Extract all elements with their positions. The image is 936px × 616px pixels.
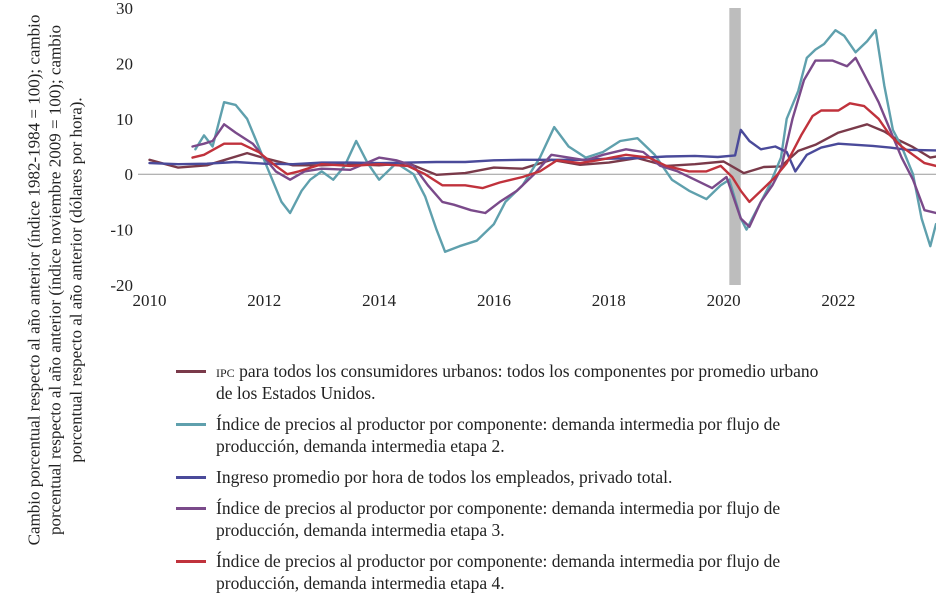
legend-item-ppi3: Índice de precios al productor por compo… [176, 497, 836, 541]
series-line-ahe [148, 128, 936, 173]
legend-label-ppi3: Índice de precios al productor por compo… [216, 498, 781, 540]
x-tick-labels: 2010 2012 2014 2016 2018 2020 2022 [132, 291, 855, 310]
legend-swatch-ppi3 [176, 507, 206, 510]
x-tick-label: 2018 [592, 291, 626, 310]
legend-item-ahe: Ingreso promedio por hora de todos los e… [176, 466, 836, 488]
y-tick-label: 0 [125, 165, 134, 184]
series-line-ppi3 [191, 56, 936, 228]
y-tick-label: 30 [116, 0, 133, 18]
legend-item-ppi2: Índice de precios al productor por compo… [176, 413, 836, 457]
y-tick-label: -10 [110, 221, 133, 240]
legend-swatch-cpi [176, 370, 206, 373]
series-line-ppi4 [191, 102, 936, 204]
legend-label-ppi4: Índice de precios al productor por compo… [216, 551, 781, 593]
legend-label-ppi2: Índice de precios al productor por compo… [216, 414, 781, 456]
y-tick-label: 10 [116, 110, 133, 129]
series-group [148, 29, 936, 253]
legend-abbrev-cpi: ipc [216, 361, 235, 381]
legend-label-ahe: Ingreso promedio por hora de todos los e… [216, 467, 673, 487]
x-tick-label: 2014 [362, 291, 397, 310]
series-line-ppi2 [194, 29, 936, 253]
series-line-cpi [148, 123, 936, 176]
y-tick-labels: 30 20 10 0 -10 -20 [110, 0, 133, 295]
legend-swatch-ppi2 [176, 423, 206, 426]
x-tick-label: 2010 [132, 291, 166, 310]
y-tick-label: 20 [116, 54, 133, 73]
legend-item-cpi: ipc para todos los consumidores urbanos:… [176, 360, 836, 404]
recession-band-group [729, 8, 741, 285]
y-axis-label: Cambio porcentual respecto al año anteri… [24, 14, 86, 546]
legend-swatch-ahe [176, 476, 206, 479]
legend: ipc para todos los consumidores urbanos:… [176, 360, 836, 603]
recession-band [729, 8, 741, 285]
x-tick-label: 2022 [821, 291, 855, 310]
x-tick-label: 2016 [477, 291, 511, 310]
y-tick-label: -20 [110, 276, 133, 295]
x-tick-label: 2012 [247, 291, 281, 310]
y-axis-label-wrap: Cambio porcentual respecto al año anteri… [0, 0, 110, 616]
legend-swatch-ppi4 [176, 560, 206, 563]
legend-item-ppi4: Índice de precios al productor por compo… [176, 550, 836, 594]
legend-label-cpi: para todos los consumidores urbanos: tod… [216, 361, 819, 403]
x-tick-label: 2020 [707, 291, 741, 310]
